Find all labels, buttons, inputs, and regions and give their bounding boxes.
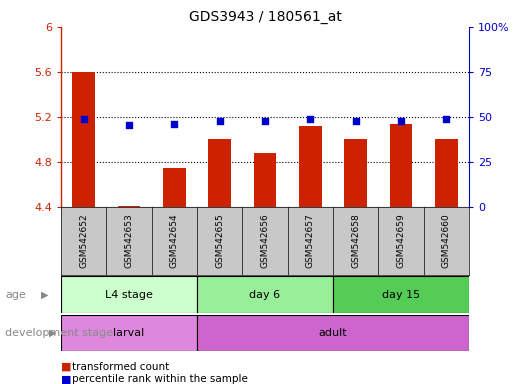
Point	[442, 116, 450, 122]
Bar	[118, 206, 140, 207]
Point	[351, 118, 360, 124]
Text: L4 stage: L4 stage	[105, 290, 153, 300]
Point	[215, 118, 224, 124]
Point	[306, 116, 315, 122]
Text: day 15: day 15	[382, 290, 420, 300]
Point	[170, 121, 179, 127]
Bar	[344, 139, 367, 207]
Bar	[163, 168, 186, 207]
Text: GSM542660: GSM542660	[442, 214, 451, 268]
Text: transformed count: transformed count	[72, 362, 169, 372]
Text: ▶: ▶	[41, 290, 49, 300]
Text: ■: ■	[61, 362, 72, 372]
Bar	[72, 72, 95, 207]
Point	[261, 118, 269, 124]
Point	[397, 118, 405, 124]
Bar	[197, 276, 333, 313]
Text: GSM542657: GSM542657	[306, 214, 315, 268]
Text: development stage: development stage	[5, 328, 113, 338]
Bar	[61, 315, 197, 351]
Bar	[390, 124, 412, 207]
Text: GSM542655: GSM542655	[215, 214, 224, 268]
Bar	[435, 139, 458, 207]
Text: day 6: day 6	[250, 290, 280, 300]
Bar	[197, 315, 469, 351]
Text: GDS3943 / 180561_at: GDS3943 / 180561_at	[189, 10, 341, 23]
Text: GSM542659: GSM542659	[396, 214, 405, 268]
Bar	[299, 126, 322, 207]
Text: GSM542653: GSM542653	[125, 214, 134, 268]
Text: age: age	[5, 290, 26, 300]
Point	[80, 116, 88, 122]
Text: GSM542658: GSM542658	[351, 214, 360, 268]
Text: larval: larval	[113, 328, 145, 338]
Bar	[208, 139, 231, 207]
Text: GSM542656: GSM542656	[261, 214, 269, 268]
Bar	[254, 153, 276, 207]
Bar	[61, 276, 197, 313]
Text: GSM542654: GSM542654	[170, 214, 179, 268]
Text: ▶: ▶	[49, 328, 56, 338]
Text: GSM542652: GSM542652	[79, 214, 88, 268]
Bar	[333, 276, 469, 313]
Text: ■: ■	[61, 374, 72, 384]
Point	[125, 122, 133, 128]
Text: adult: adult	[319, 328, 347, 338]
Text: percentile rank within the sample: percentile rank within the sample	[72, 374, 248, 384]
